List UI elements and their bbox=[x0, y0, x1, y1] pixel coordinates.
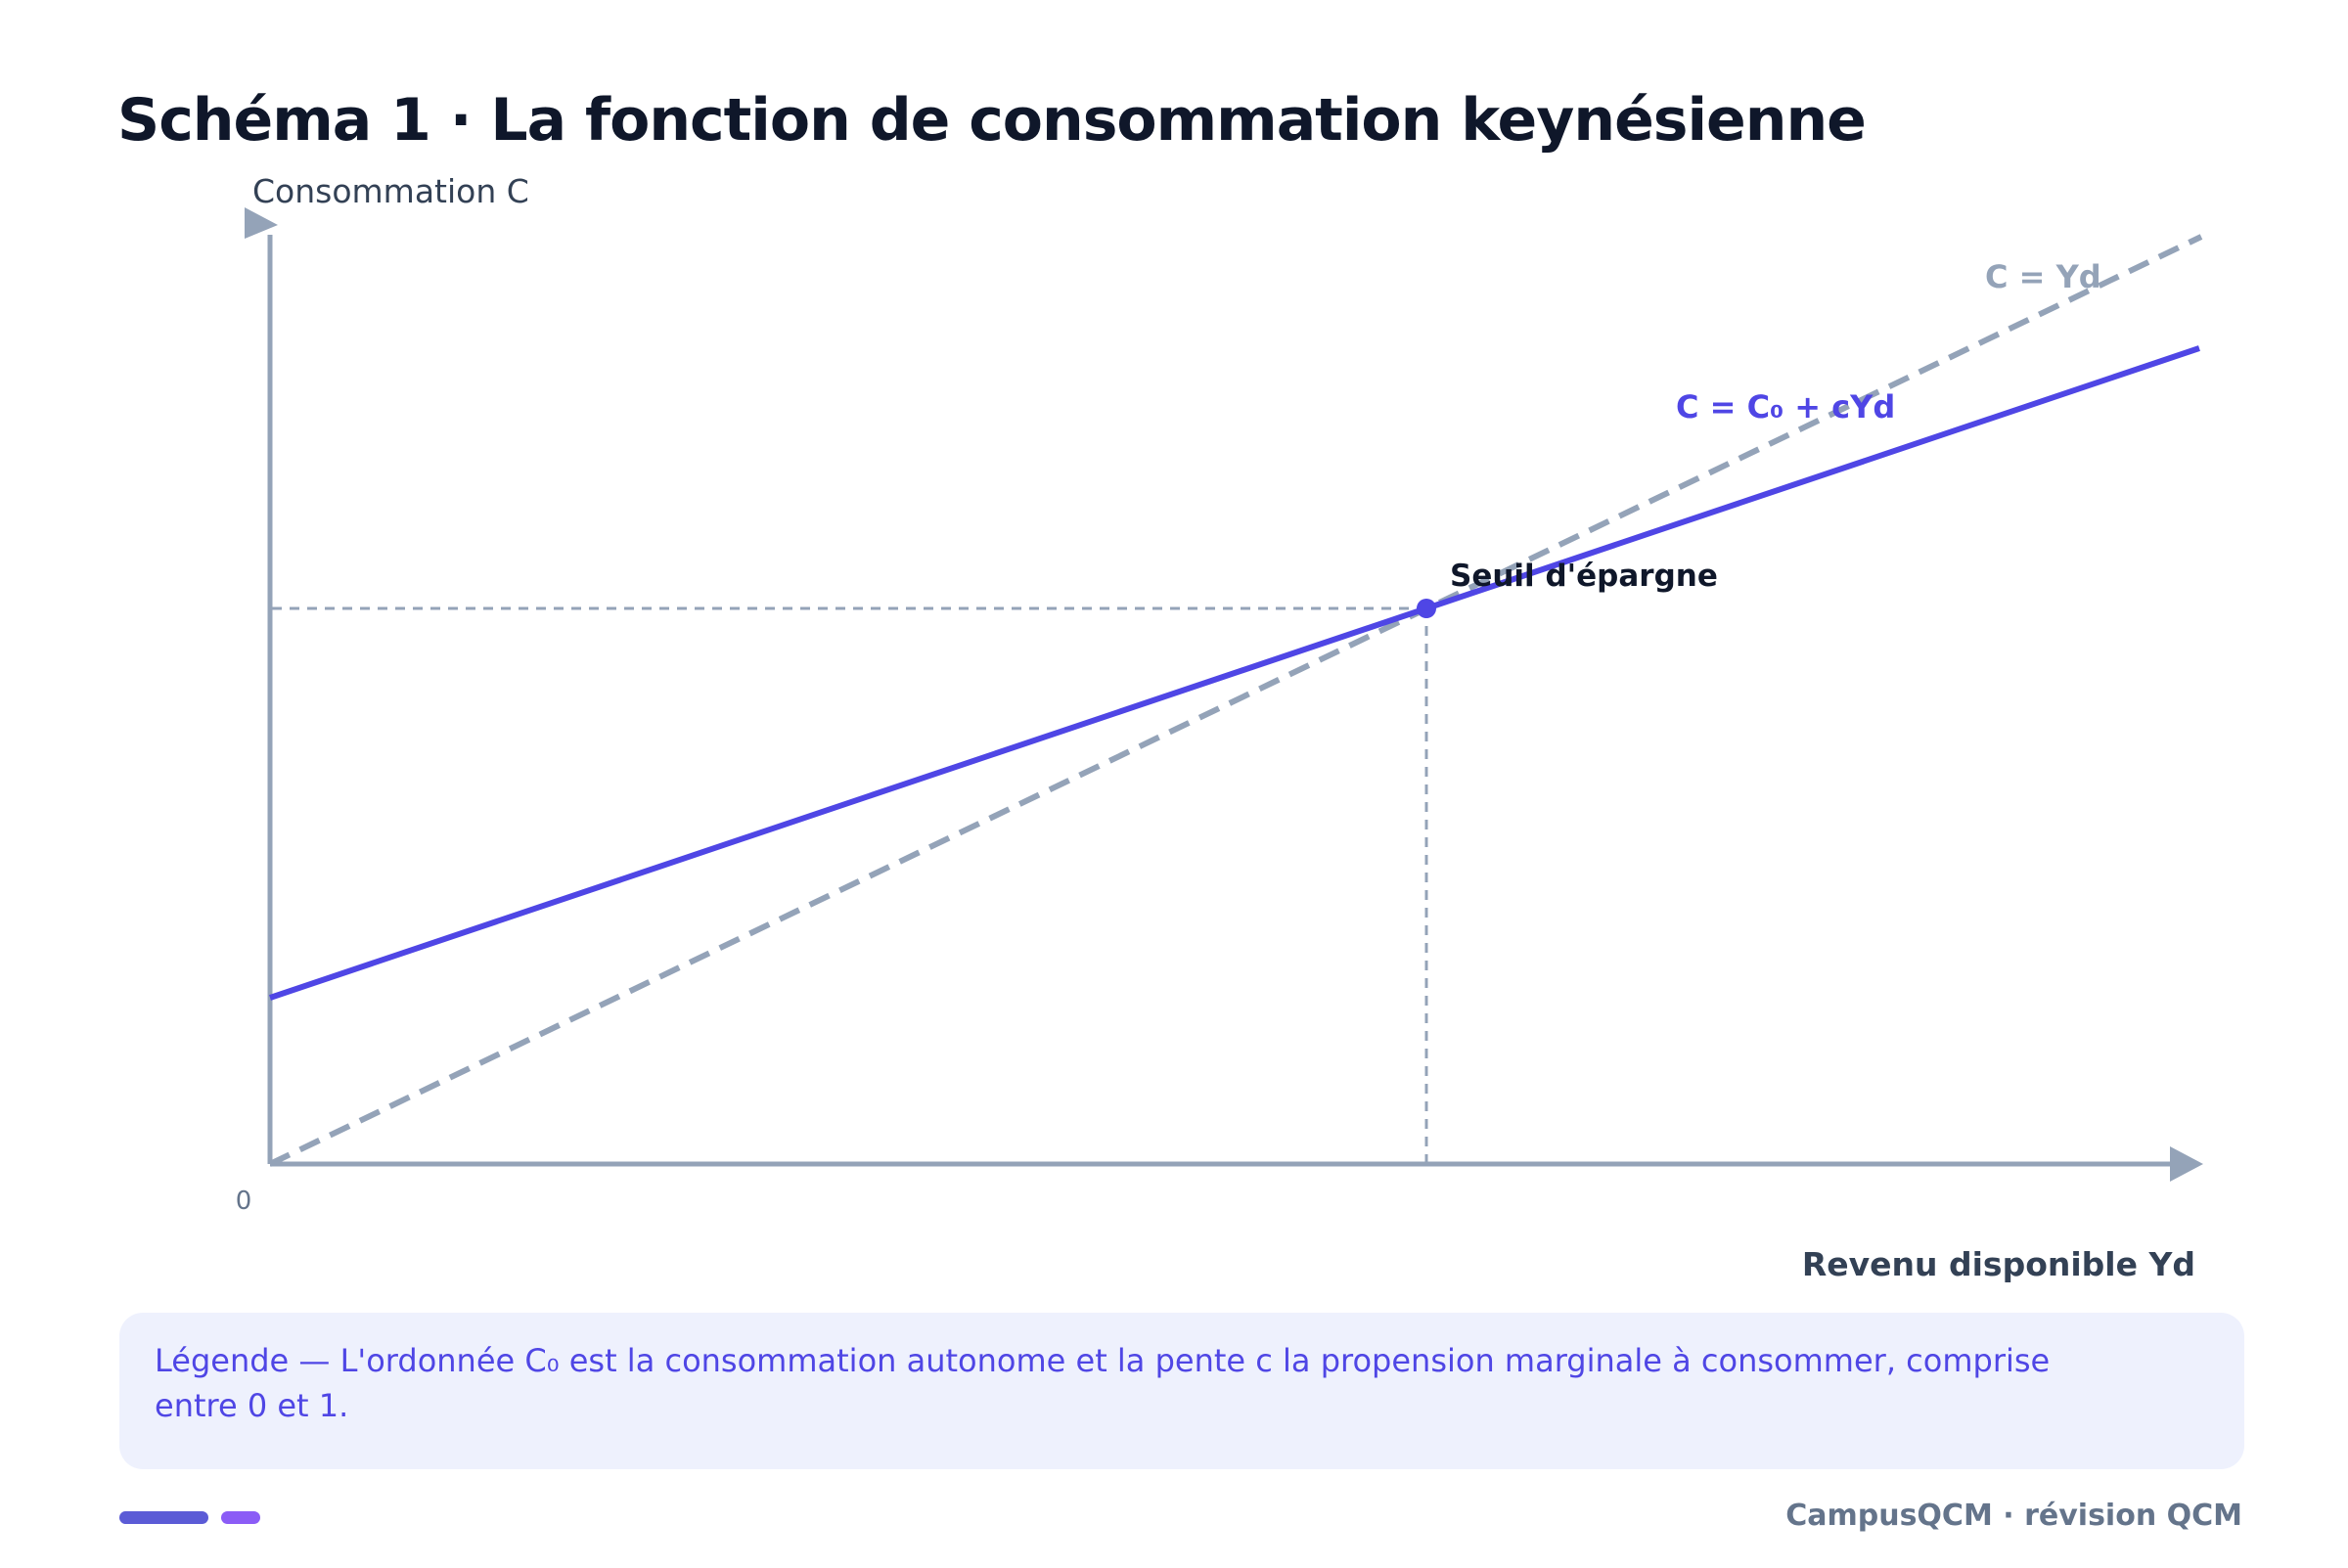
savings-threshold-point bbox=[1417, 599, 1436, 618]
consumption-function-line bbox=[269, 345, 2200, 1001]
origin-label: 0 bbox=[236, 1187, 252, 1216]
x-axis-label: Revenu disponible Yd bbox=[1802, 1245, 2195, 1283]
consumption-function-label: C = C₀ + cYd bbox=[1676, 388, 1895, 426]
line-c-equals-yd bbox=[268, 234, 2203, 1167]
y-axis-label: Consommation C bbox=[252, 172, 529, 210]
line-45-label: C = Yd bbox=[1985, 258, 2101, 295]
footer-accent-bar-primary bbox=[119, 1511, 208, 1524]
footer-accent-bar-secondary bbox=[221, 1511, 260, 1524]
page-title: Schéma 1 · La fonction de consommation k… bbox=[117, 86, 1867, 155]
legend-box: Légende — L'ordonnée C₀ est la consommat… bbox=[119, 1313, 2244, 1469]
x-axis-arrowhead bbox=[2170, 1146, 2203, 1182]
footer-brand: CampusQCM · révision QCM bbox=[1785, 1499, 2242, 1533]
threshold-label: Seuil d'épargne bbox=[1450, 559, 1718, 594]
legend-text: Légende — L'ordonnée C₀ est la consommat… bbox=[155, 1342, 2051, 1424]
y-axis-arrowhead bbox=[245, 207, 278, 239]
